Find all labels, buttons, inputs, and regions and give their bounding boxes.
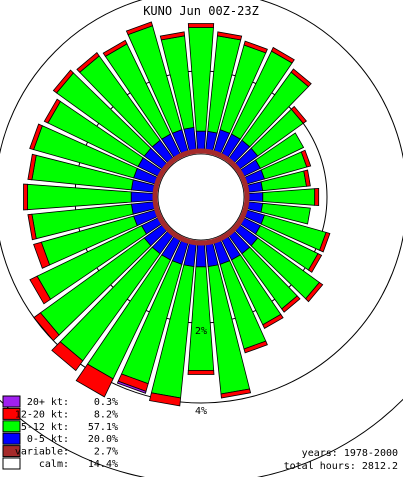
bar-dir-40-12-20kt [290,68,312,88]
legend-label-0-5-kt: 0-5 kt: [27,434,69,445]
bar-dir-130-12-20kt [305,281,324,303]
bar-dir-100-5-12kt [260,202,311,225]
bar-dir-140-12-20kt [281,295,301,313]
bar-dir-0-12-20kt [187,23,215,28]
bar-dir-120-12-20kt [307,253,323,273]
bar-dir-180-0-5kt [195,242,207,268]
bar-dir-320-12-20kt [76,52,100,73]
wind-bars [23,21,331,407]
bar-dir-190-12-20kt [149,392,182,407]
years-label: years: 1978-2000 [302,448,398,459]
bar-dir-290-12-20kt [29,123,43,151]
bar-dir-20-12-20kt [243,40,268,54]
bar-dir-70-12-20kt [300,149,312,168]
ring-label-2pct: 2% [195,326,207,337]
legend-label-20-kt: 20+ kt: [27,397,69,408]
legend: 20+ kt: 0.3% 12-20 kt: 8.2% 5-12 kt: 57.1% 0-5… [2,395,118,470]
legend-label-5-12-kt: 5-12 kt: [21,422,69,433]
legend-swatch-calm [2,457,21,470]
bar-dir-240-12-20kt [29,275,52,305]
bar-dir-150-12-20kt [262,313,284,329]
bar-dir-340-12-20kt [125,21,153,36]
ring-labels: 2%4%6% [195,326,207,417]
legend-swatch-0-5-kt [2,432,21,445]
bar-dir-80-12-20kt [303,169,311,187]
total-hours-label: total hours: 2812.2 [284,461,398,472]
bar-dir-330-12-20kt [102,39,128,57]
legend-percent-calm: 14.4% [88,459,118,470]
calm-center [152,148,250,246]
legend-swatch-12-20-kt [2,407,21,420]
bar-dir-350-12-20kt [159,31,186,41]
legend-swatch-20-kt [2,395,21,408]
bar-dir-110-12-20kt [319,231,331,253]
bar-dir-300-12-20kt [43,98,61,124]
legend-swatch-variable [2,445,21,458]
ring-label-4pct: 4% [195,406,207,417]
bar-dir-250-12-20kt [33,241,51,269]
bar-dir-0-0-5kt [195,130,207,152]
bar-dir-10-12-20kt [216,31,243,41]
bar-dir-90-5-12kt [262,188,316,206]
legend-swatch-5-12-kt [2,420,21,433]
bar-dir-50-12-20kt [290,105,307,124]
ring-4pct [0,0,403,404]
chart-title: KUNO Jun 00Z-23Z [143,4,259,18]
bar-dir-30-12-20kt [270,46,295,64]
bar-dir-280-12-20kt [27,153,37,181]
legend-percent-20-kt: 0.3% [94,397,118,408]
bar-dir-270-0-5kt [130,191,156,203]
bar-dir-180-12-20kt [187,370,215,375]
legend-percent-12-20-kt: 8.2% [94,409,118,420]
calm-inner-outline [157,153,245,241]
bar-dir-210-12-20kt [75,363,114,398]
legend-percent-0-5-kt: 20.0% [88,434,118,445]
bar-dir-220-12-20kt [51,341,84,372]
bar-dir-160-12-20kt [243,340,268,354]
legend-percent-5-12-kt: 57.1% [88,422,118,433]
bar-dir-310-12-20kt [52,69,74,94]
bar-dir-230-12-20kt [33,312,60,342]
bar-dir-270-12-20kt [23,183,28,211]
bar-dir-170-12-20kt [220,388,252,399]
calm-circle [152,148,250,246]
legend-label-calm: calm: [39,459,69,470]
bar-dir-260-12-20kt [27,213,37,241]
bar-dir-200-20pluskt [116,380,147,394]
bar-dir-60-5-12kt [255,132,305,169]
legend-label-12-20-kt: 12-20 kt: [15,409,69,420]
legend-percent-variable: 2.7% [94,447,118,458]
bar-dir-90-12-20kt [314,187,320,207]
legend-label-variable: variable: [15,447,69,458]
